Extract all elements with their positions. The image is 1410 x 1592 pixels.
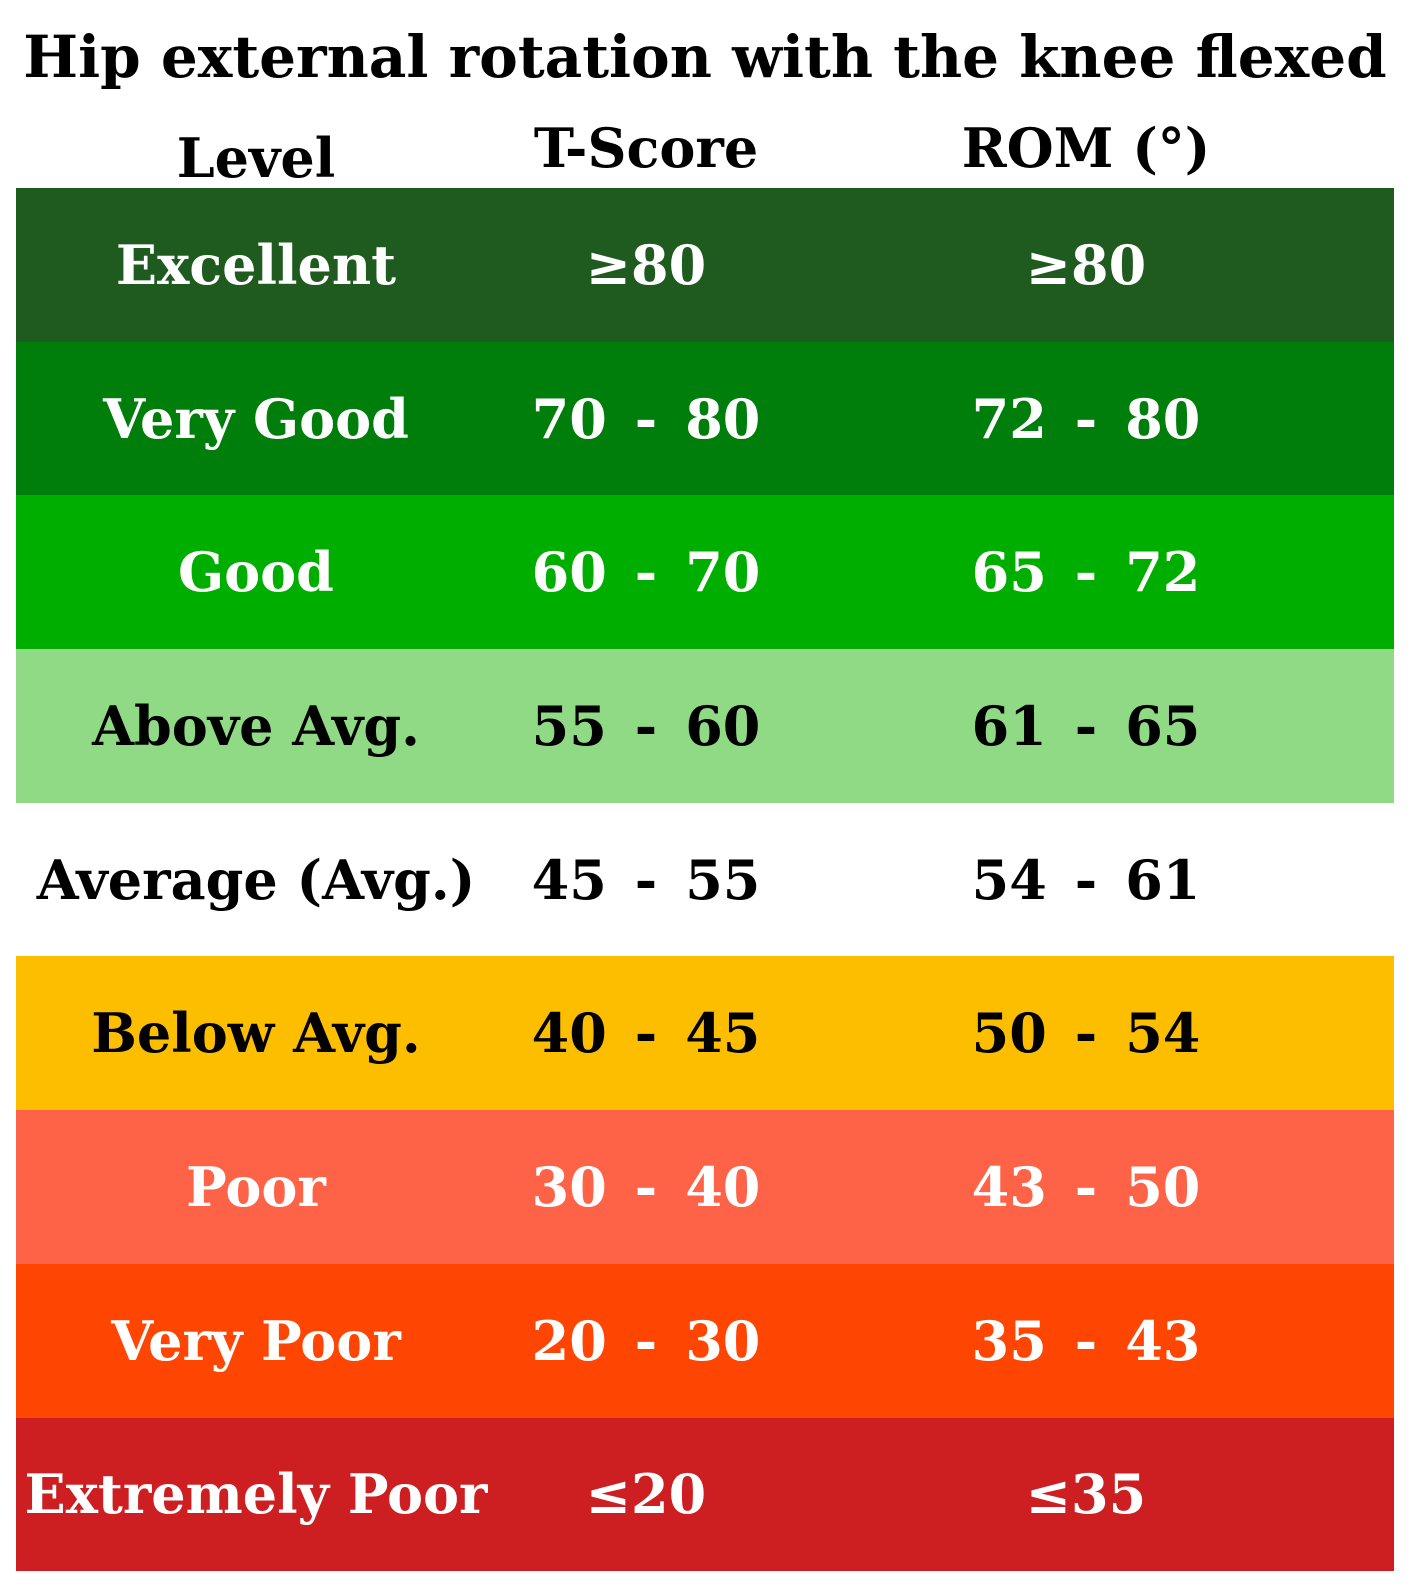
rom-cell-lo: 50 (971, 1001, 1047, 1066)
rom-cell-hi: 43 (1125, 1308, 1201, 1373)
table-row: Very Poor 20-30 35-43 (16, 1263, 1394, 1418)
tscore-cell-hi: 80 (685, 386, 761, 451)
level-cell: Extremely Poor (24, 1462, 488, 1527)
table-header: Level T-Score ROM (°) (16, 110, 1394, 190)
rom-cell-range: 72-80 (972, 387, 1201, 451)
tscore-cell-lo: 55 (531, 693, 607, 758)
tscore-cell-range: 40-45 (532, 1001, 761, 1065)
tscore-cell-lo: 30 (531, 1154, 607, 1219)
rom-cell-range: 43-50 (972, 1155, 1201, 1219)
rom-cell: 54-61 (896, 803, 1276, 957)
tscore-cell-hi: 30 (685, 1308, 761, 1373)
rom-cell-range: 65-72 (972, 540, 1201, 604)
tscore-cell: 55-60 (496, 649, 796, 803)
tscore-cell: 30-40 (496, 1110, 796, 1264)
tscore-cell-dash: - (634, 1154, 658, 1219)
tscore-cell-hi: 45 (685, 1001, 761, 1066)
table-row: Very Good 70-80 72-80 (16, 341, 1394, 496)
table-row: Below Avg. 40-45 50-54 (16, 956, 1394, 1111)
tscore-cell-lo: 20 (531, 1308, 607, 1373)
rom-cell-lo: 61 (971, 693, 1047, 758)
rom-cell-range: 54-61 (972, 848, 1201, 912)
tscore-cell-range: 55-60 (532, 694, 761, 758)
rom-cell: 35-43 (896, 1264, 1276, 1418)
tscore-cell-lo: 45 (531, 847, 607, 912)
tscore-cell: 20-30 (496, 1264, 796, 1418)
rom-cell-range: 50-54 (972, 1001, 1201, 1065)
tscore-cell-range: 20-30 (532, 1309, 761, 1373)
tscore-cell-hi: 60 (685, 693, 761, 758)
tscore-cell-dash: - (634, 1308, 658, 1373)
rom-cell-dash: - (1074, 540, 1098, 605)
rom-cell-lo: 43 (971, 1154, 1047, 1219)
table-row: Above Avg. 55-60 61-65 (16, 649, 1394, 803)
tscore-cell-hi: 40 (685, 1154, 761, 1219)
tscore-cell: ≤20 (585, 1462, 707, 1527)
level-cell: Very Poor (111, 1308, 401, 1373)
rom-cell-hi: 65 (1125, 693, 1201, 758)
rom-cell-hi: 61 (1125, 847, 1201, 912)
tscore-cell-lo: 40 (531, 1001, 607, 1066)
rom-cell-lo: 35 (971, 1308, 1047, 1373)
rom-cell-range: 61-65 (972, 694, 1201, 758)
table-row: Excellent ≥80 ≥80 (16, 188, 1394, 342)
rom-cell: 50-54 (896, 956, 1276, 1110)
rom-cell-hi: 72 (1125, 540, 1201, 605)
chart-title: Hip external rotation with the knee flex… (23, 23, 1387, 91)
tscore-cell-lo: 70 (531, 386, 607, 451)
level-cell: Good (178, 540, 334, 605)
rom-cell-lo: 65 (971, 540, 1047, 605)
rom-cell-range: 35-43 (972, 1309, 1201, 1373)
header-rom: ROM (°) (961, 116, 1211, 180)
tscore-cell: 45-55 (496, 803, 796, 957)
rom-cell-dash: - (1074, 847, 1098, 912)
level-cell: Above Avg. (92, 693, 420, 758)
header-tscore: T-Score (533, 116, 759, 180)
rom-cell-dash: - (1074, 386, 1098, 451)
rom-cell: ≥80 (1025, 232, 1147, 297)
table-row: Good 60-70 65-72 (16, 495, 1394, 650)
rom-cell-dash: - (1074, 1154, 1098, 1219)
rom-cell-lo: 72 (971, 386, 1047, 451)
rom-cell: 72-80 (896, 342, 1276, 496)
tscore-cell-dash: - (634, 1001, 658, 1066)
tscore-cell-dash: - (634, 540, 658, 605)
rom-cell-hi: 80 (1125, 386, 1201, 451)
table-row: Poor 30-40 43-50 (16, 1110, 1394, 1264)
level-cell: Very Good (103, 386, 409, 451)
tscore-cell-dash: - (634, 847, 658, 912)
level-cell: Average (Avg.) (36, 847, 476, 912)
tscore-cell-hi: 55 (685, 847, 761, 912)
tscore-cell-dash: - (634, 693, 658, 758)
level-cell: Poor (186, 1154, 326, 1219)
rom-cell: 61-65 (896, 649, 1276, 803)
rom-cell-dash: - (1074, 1001, 1098, 1066)
rom-cell: 43-50 (896, 1110, 1276, 1264)
tscore-cell-lo: 60 (531, 540, 607, 605)
rom-cell-dash: - (1074, 693, 1098, 758)
table-row: Extremely Poor ≤20 ≤35 (16, 1417, 1394, 1572)
rom-cell-dash: - (1074, 1308, 1098, 1373)
tscore-cell-range: 30-40 (532, 1155, 761, 1219)
tscore-cell-range: 60-70 (532, 540, 761, 604)
tscore-cell: 70-80 (496, 342, 796, 496)
rom-cell: ≤35 (1025, 1462, 1147, 1527)
rom-cell-hi: 54 (1125, 1001, 1201, 1066)
rom-cell-lo: 54 (971, 847, 1047, 912)
tscore-cell-range: 70-80 (532, 387, 761, 451)
header-level: Level (176, 126, 336, 190)
level-cell: Below Avg. (91, 1001, 421, 1066)
level-cell: Excellent (115, 232, 397, 297)
tscore-cell: 60-70 (496, 495, 796, 649)
tscore-cell: 40-45 (496, 956, 796, 1110)
tscore-cell-dash: - (634, 386, 658, 451)
tscore-cell: ≥80 (585, 232, 707, 297)
table-row: Average (Avg.) 45-55 54-61 (16, 802, 1394, 957)
tscore-cell-range: 45-55 (532, 848, 761, 912)
table-body: Excellent ≥80 ≥80 Very Good 70-80 72-80 Good 60… (16, 188, 1394, 1572)
rom-cell-hi: 50 (1125, 1154, 1201, 1219)
rom-cell: 65-72 (896, 495, 1276, 649)
tscore-cell-hi: 70 (685, 540, 761, 605)
